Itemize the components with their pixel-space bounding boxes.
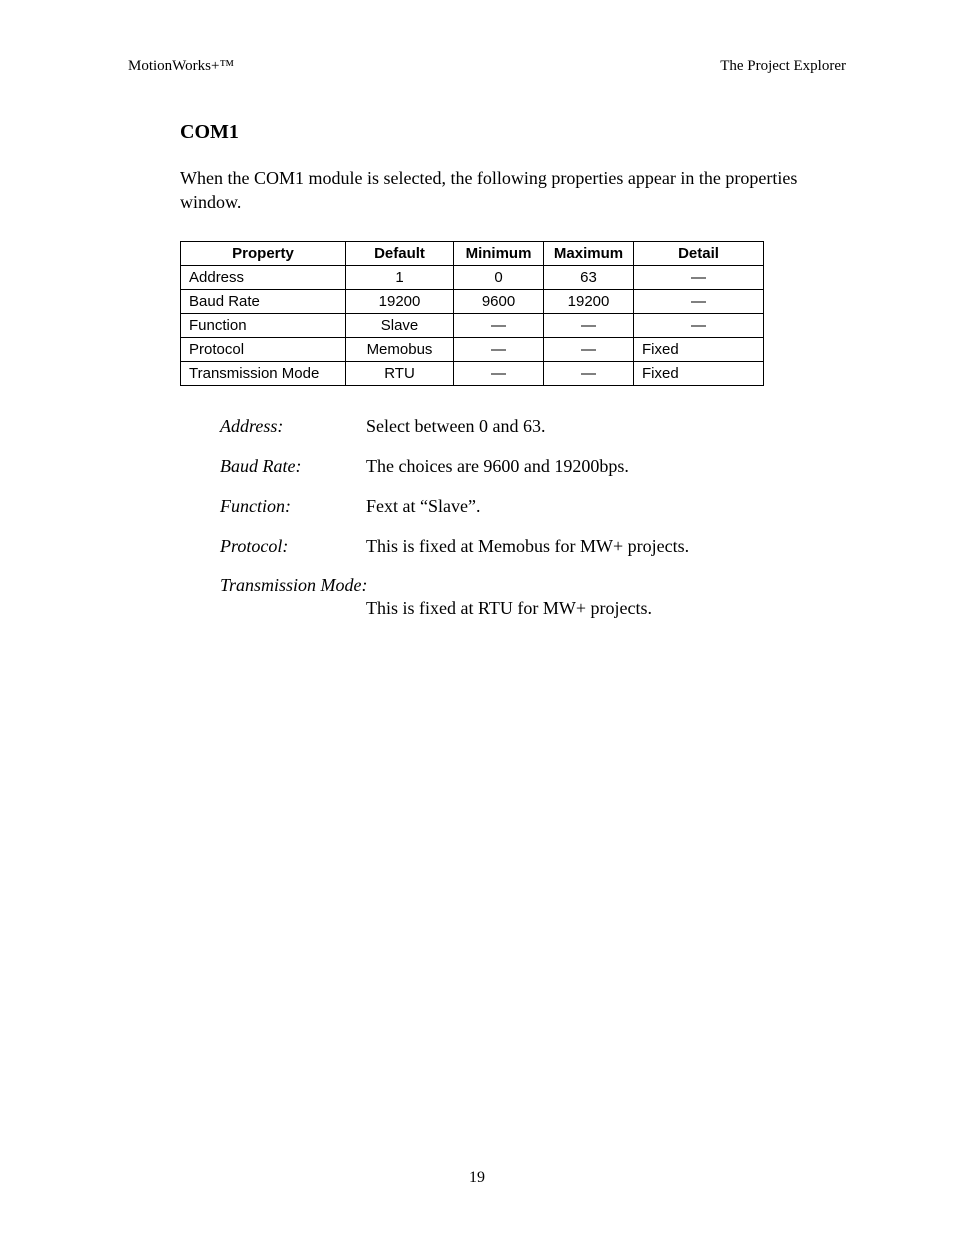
section-title: COM1 [180, 121, 846, 144]
cell-maximum: — [544, 337, 634, 361]
section-intro: When the COM1 module is selected, the fo… [180, 166, 846, 215]
cell-detail: — [634, 313, 764, 337]
definition-desc: Fext at “Slave”. [366, 494, 480, 518]
cell-property: Protocol [181, 337, 346, 361]
cell-detail: Fixed [634, 337, 764, 361]
definition-row: Baud Rate: The choices are 9600 and 1920… [220, 454, 846, 478]
definition-row: Protocol: This is fixed at Memobus for M… [220, 534, 846, 558]
cell-minimum: 0 [454, 265, 544, 289]
definition-term: Protocol: [220, 534, 366, 558]
page: MotionWorks+™ The Project Explorer COM1 … [0, 0, 954, 619]
cell-property: Address [181, 265, 346, 289]
table-row: Baud Rate 19200 9600 19200 — [181, 289, 764, 313]
cell-default: RTU [346, 361, 454, 385]
definition-term: Transmission Mode: [220, 575, 846, 596]
cell-default: 19200 [346, 289, 454, 313]
cell-property: Baud Rate [181, 289, 346, 313]
table-header-row: Property Default Minimum Maximum Detail [181, 241, 764, 265]
col-header-minimum: Minimum [454, 241, 544, 265]
definition-term: Address: [220, 414, 366, 438]
col-header-maximum: Maximum [544, 241, 634, 265]
definition-desc: This is fixed at Memobus for MW+ project… [366, 534, 689, 558]
cell-detail: — [634, 265, 764, 289]
table-row: Address 1 0 63 — [181, 265, 764, 289]
col-header-property: Property [181, 241, 346, 265]
definition-term: Function: [220, 494, 366, 518]
definition-row: Transmission Mode: This is fixed at RTU … [220, 575, 846, 619]
page-header: MotionWorks+™ The Project Explorer [128, 58, 846, 75]
cell-detail: Fixed [634, 361, 764, 385]
cell-maximum: 19200 [544, 289, 634, 313]
header-left: MotionWorks+™ [128, 58, 234, 75]
cell-minimum: — [454, 313, 544, 337]
definitions: Address: Select between 0 and 63. Baud R… [220, 414, 846, 619]
cell-minimum: — [454, 361, 544, 385]
cell-property: Transmission Mode [181, 361, 346, 385]
table-row: Protocol Memobus — — Fixed [181, 337, 764, 361]
cell-property: Function [181, 313, 346, 337]
cell-minimum: 9600 [454, 289, 544, 313]
definition-term: Baud Rate: [220, 454, 366, 478]
definition-row: Address: Select between 0 and 63. [220, 414, 846, 438]
cell-maximum: — [544, 313, 634, 337]
table-row: Transmission Mode RTU — — Fixed [181, 361, 764, 385]
cell-default: 1 [346, 265, 454, 289]
cell-minimum: — [454, 337, 544, 361]
definition-row: Function: Fext at “Slave”. [220, 494, 846, 518]
table-row: Function Slave — — — [181, 313, 764, 337]
definition-desc: The choices are 9600 and 19200bps. [366, 454, 629, 478]
page-number: 19 [0, 1169, 954, 1187]
cell-detail: — [634, 289, 764, 313]
properties-table: Property Default Minimum Maximum Detail … [180, 241, 764, 386]
definition-desc: Select between 0 and 63. [366, 414, 545, 438]
col-header-detail: Detail [634, 241, 764, 265]
definition-desc: This is fixed at RTU for MW+ projects. [366, 598, 846, 619]
col-header-default: Default [346, 241, 454, 265]
cell-default: Slave [346, 313, 454, 337]
cell-maximum: — [544, 361, 634, 385]
cell-default: Memobus [346, 337, 454, 361]
header-right: The Project Explorer [720, 58, 846, 75]
cell-maximum: 63 [544, 265, 634, 289]
